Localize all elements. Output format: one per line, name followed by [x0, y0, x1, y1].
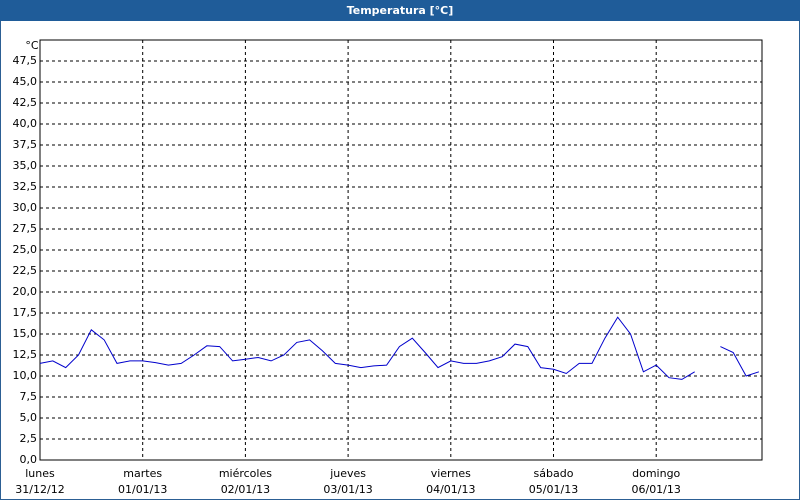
y-tick-label: 30,0: [13, 201, 38, 214]
y-tick-label: 7,5: [20, 390, 38, 403]
y-tick-label: 10,0: [13, 369, 38, 382]
y-tick-label: 40,0: [13, 117, 38, 130]
x-date-label: 31/12/12: [15, 483, 64, 496]
y-tick-label: 17,5: [13, 306, 38, 319]
x-weekday-label: jueves: [329, 467, 366, 480]
x-weekday-label: martes: [123, 467, 162, 480]
x-date-label: 05/01/13: [529, 483, 578, 496]
x-date-label: 06/01/13: [631, 483, 680, 496]
x-date-label: 02/01/13: [221, 483, 270, 496]
x-weekday-label: sábado: [534, 467, 574, 480]
y-tick-label: 32,5: [13, 180, 38, 193]
x-weekday-label: domingo: [632, 467, 680, 480]
y-tick-label: 37,5: [13, 138, 38, 151]
y-tick-label: 2,5: [20, 432, 38, 445]
x-weekday-label: lunes: [25, 467, 55, 480]
y-unit: °C: [25, 39, 39, 52]
y-tick-label: 35,0: [13, 159, 38, 172]
y-tick-label: 0,0: [20, 453, 38, 466]
chart-title: Temperatura [°C]: [347, 4, 454, 17]
y-tick-label: 27,5: [13, 222, 38, 235]
x-date-label: 03/01/13: [323, 483, 372, 496]
y-tick-label: 45,0: [13, 75, 38, 88]
y-tick-label: 20,0: [13, 285, 38, 298]
x-date-label: 01/01/13: [118, 483, 167, 496]
x-weekday-label: miércoles: [219, 467, 272, 480]
temperature-line: [720, 346, 760, 377]
y-tick-label: 12,5: [13, 348, 38, 361]
y-tick-label: 22,5: [13, 264, 38, 277]
temperature-line: [39, 316, 695, 380]
y-tick-label: 5,0: [20, 411, 38, 424]
y-tick-label: 47,5: [13, 54, 38, 67]
y-tick-label: 15,0: [13, 327, 38, 340]
title-bar: [0, 0, 800, 21]
x-weekday-label: viernes: [431, 467, 471, 480]
x-date-label: 04/01/13: [426, 483, 475, 496]
y-tick-label: 42,5: [13, 96, 38, 109]
y-tick-label: 25,0: [13, 243, 38, 256]
